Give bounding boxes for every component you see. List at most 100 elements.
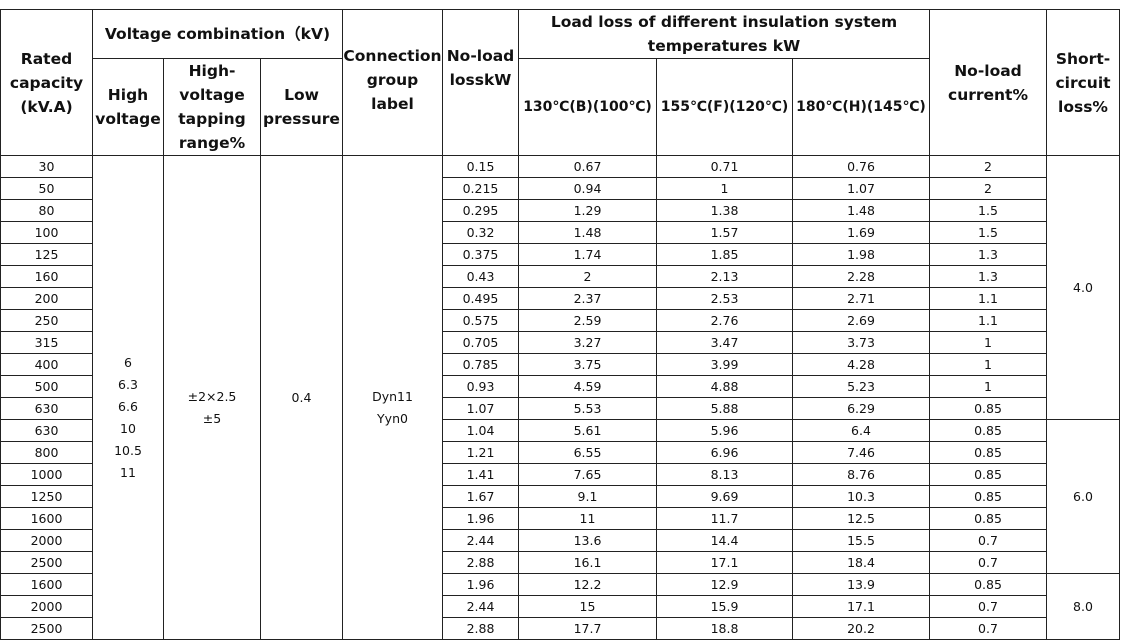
header-cell: Short-circuit loss%: [1046, 9, 1120, 156]
cell: 13.6: [518, 529, 657, 552]
cell: 17.1: [792, 595, 930, 618]
cell: 2.69: [792, 309, 930, 332]
cell: 1.5: [929, 221, 1047, 244]
cell: 2.88: [442, 617, 519, 640]
cell: 80: [0, 199, 93, 222]
table-row: 500 0.93 4.59 4.88 5.23 1: [0, 375, 1120, 398]
cell: 17.7: [518, 617, 657, 640]
connection-group-line: Yyn0: [377, 410, 408, 426]
cell: 1.07: [792, 177, 930, 200]
cell: 2: [518, 265, 657, 288]
cell: 18.4: [792, 551, 930, 574]
cell: 315: [0, 331, 93, 354]
cell: 0.215: [442, 177, 519, 200]
tapping-range-line: ±5: [202, 410, 222, 426]
cell: 9.1: [518, 485, 657, 508]
high-voltage-line: 6.6: [118, 398, 138, 414]
cell: 2.44: [442, 529, 519, 552]
cell: 0.495: [442, 287, 519, 310]
cell: 100: [0, 221, 93, 244]
cell: 5.96: [656, 419, 793, 442]
short-circuit-loss: 8.0: [1046, 573, 1120, 640]
cell: 0.705: [442, 331, 519, 354]
cell: 5.88: [656, 397, 793, 420]
cell: 6.29: [792, 397, 930, 420]
cell: 0.85: [929, 397, 1047, 420]
cell: 200: [0, 287, 93, 310]
table-row: 125 0.375 1.74 1.85 1.98 1.3: [0, 243, 1120, 266]
cell: 1.5: [929, 199, 1047, 222]
cell: 14.4: [656, 529, 793, 552]
cell: 17.1: [656, 551, 793, 574]
cell: 1.41: [442, 463, 519, 486]
header-cell: 180℃(H)(145℃): [792, 58, 930, 156]
low-pressure: 0.4: [260, 155, 343, 640]
high-voltage-line: 10.5: [114, 442, 142, 458]
spec-table: Rated capacity (kV.A) Voltage combinatio…: [0, 9, 1120, 640]
short-circuit-loss: 4.0: [1046, 155, 1120, 420]
cell: 0.7: [929, 529, 1047, 552]
cell: 0.85: [929, 485, 1047, 508]
table-row: 630 1.04 5.61 5.96 6.4 0.85 6.0: [0, 419, 1120, 574]
cell: 0.85: [929, 419, 1047, 442]
cell: 5.23: [792, 375, 930, 398]
cell: 1.85: [656, 243, 793, 266]
cell: 1.21: [442, 441, 519, 464]
cell: 12.2: [518, 573, 657, 596]
cell: 0.375: [442, 243, 519, 266]
cell: 1.1: [929, 287, 1047, 310]
header-cell: No-load current%: [929, 9, 1047, 156]
cell: 2.28: [792, 265, 930, 288]
header-cell: 130℃(B)(100℃): [518, 58, 657, 156]
header-cell: 155℃(F)(120℃): [656, 58, 793, 156]
cell: 0.85: [929, 463, 1047, 486]
cell: 8.76: [792, 463, 930, 486]
cell: 3.99: [656, 353, 793, 376]
cell: 0.43: [442, 265, 519, 288]
cell: 6.4: [792, 419, 930, 442]
cell: 13.9: [792, 573, 930, 596]
tapping-range-line: ±2×2.5: [187, 388, 237, 404]
cell: 4.88: [656, 375, 793, 398]
table-row: 250 0.575 2.59 2.76 2.69 1.1: [0, 309, 1120, 332]
table-row: 1600 1.96 11 11.7 12.5 0.85: [0, 507, 1120, 530]
table-row: 800 1.21 6.55 6.96 7.46 0.85: [0, 441, 1120, 464]
cell: 630: [0, 419, 93, 442]
cell: 3.27: [518, 331, 657, 354]
cell: 1.74: [518, 243, 657, 266]
high-voltage: 6 6.3 6.6 10 10.5 11: [92, 155, 164, 640]
cell: 0.85: [929, 573, 1047, 596]
header-cell: Low pressure: [260, 58, 343, 156]
cell: 1.07: [442, 397, 519, 420]
cell: 20.2: [792, 617, 930, 640]
cell: 0.94: [518, 177, 657, 200]
cell: 11.7: [656, 507, 793, 530]
header-cell: Rated capacity (kV.A): [0, 9, 93, 156]
cell: 50: [0, 177, 93, 200]
cell: 2.71: [792, 287, 930, 310]
connection-group-line: Dyn11: [372, 388, 413, 404]
cell: 0.785: [442, 353, 519, 376]
cell: 1: [929, 353, 1047, 376]
cell: 12.9: [656, 573, 793, 596]
high-voltage-line: 10: [120, 420, 136, 436]
cell: 1.48: [518, 221, 657, 244]
cell: 15.9: [656, 595, 793, 618]
cell: 1.3: [929, 243, 1047, 266]
cell: 10.3: [792, 485, 930, 508]
cell: 2500: [0, 617, 93, 640]
cell: 2.76: [656, 309, 793, 332]
header-cell: High voltage: [92, 58, 164, 156]
cell: 4.28: [792, 353, 930, 376]
cell: 160: [0, 265, 93, 288]
cell: 1.98: [792, 243, 930, 266]
cell: 1000: [0, 463, 93, 486]
tapping-range: ±2×2.5 ±5: [163, 155, 261, 640]
cell: 1250: [0, 485, 93, 508]
header-cell: No-load losskW: [442, 9, 519, 156]
cell: 18.8: [656, 617, 793, 640]
header-cell: High-voltage tapping range%: [163, 58, 261, 156]
cell: 1: [656, 177, 793, 200]
cell: 0.85: [929, 441, 1047, 464]
cell: 0.32: [442, 221, 519, 244]
